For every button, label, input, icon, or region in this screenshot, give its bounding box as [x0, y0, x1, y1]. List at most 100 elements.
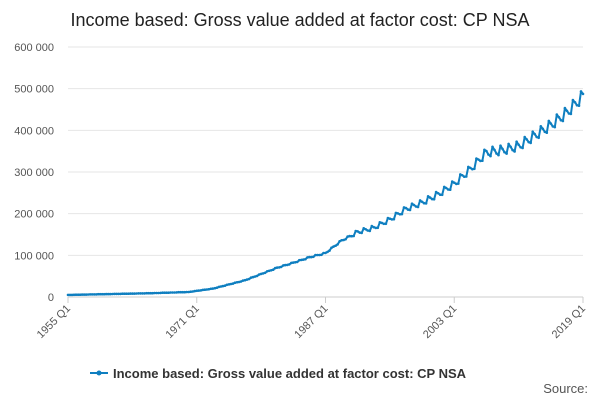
data-point[interactable]: [483, 148, 486, 152]
data-point[interactable]: [187, 290, 190, 294]
data-point[interactable]: [72, 293, 76, 297]
data-point[interactable]: [235, 281, 239, 284]
data-point[interactable]: [497, 153, 500, 157]
data-point[interactable]: [312, 255, 315, 259]
data-point[interactable]: [523, 135, 526, 139]
data-point[interactable]: [372, 225, 376, 229]
data-point[interactable]: [253, 275, 257, 278]
data-point[interactable]: [94, 293, 98, 296]
data-point[interactable]: [535, 135, 538, 139]
data-point[interactable]: [181, 290, 184, 294]
data-point[interactable]: [92, 293, 96, 296]
data-point[interactable]: [115, 292, 118, 296]
data-point[interactable]: [195, 289, 199, 293]
data-point[interactable]: [370, 224, 374, 228]
data-point[interactable]: [475, 157, 478, 160]
data-point[interactable]: [529, 141, 532, 145]
data-point[interactable]: [406, 208, 410, 211]
data-point[interactable]: [211, 287, 215, 290]
data-point[interactable]: [479, 159, 482, 163]
data-point[interactable]: [288, 263, 291, 266]
data-point[interactable]: [577, 104, 581, 107]
data-point[interactable]: [459, 173, 462, 176]
data-point[interactable]: [119, 292, 122, 296]
data-point[interactable]: [467, 165, 470, 169]
data-point[interactable]: [485, 149, 488, 153]
data-point[interactable]: [177, 290, 180, 294]
data-point[interactable]: [247, 277, 251, 281]
data-point[interactable]: [332, 245, 335, 248]
data-point[interactable]: [265, 270, 269, 273]
data-point[interactable]: [163, 291, 166, 295]
data-point[interactable]: [76, 293, 80, 297]
data-point[interactable]: [245, 278, 249, 281]
data-point[interactable]: [227, 283, 231, 286]
data-point[interactable]: [237, 280, 241, 284]
data-point[interactable]: [567, 112, 571, 115]
data-point[interactable]: [255, 274, 259, 278]
data-point[interactable]: [173, 291, 176, 294]
data-point[interactable]: [543, 130, 547, 134]
data-point[interactable]: [495, 152, 498, 155]
data-point[interactable]: [440, 193, 444, 197]
data-point[interactable]: [231, 282, 235, 285]
data-point[interactable]: [336, 243, 339, 246]
data-point[interactable]: [271, 268, 275, 272]
data-point[interactable]: [219, 285, 223, 288]
data-point[interactable]: [348, 234, 351, 238]
data-point[interactable]: [362, 227, 366, 230]
data-point[interactable]: [215, 286, 219, 290]
data-point[interactable]: [561, 119, 565, 123]
data-point[interactable]: [308, 255, 311, 259]
data-point[interactable]: [157, 291, 160, 295]
data-point[interactable]: [104, 292, 108, 296]
data-point[interactable]: [352, 234, 356, 238]
data-point[interactable]: [404, 206, 408, 210]
data-point[interactable]: [358, 231, 362, 234]
data-point[interactable]: [189, 290, 192, 294]
data-point[interactable]: [324, 251, 327, 255]
data-point[interactable]: [416, 205, 420, 209]
data-point[interactable]: [575, 104, 579, 107]
data-point[interactable]: [296, 260, 299, 264]
data-point[interactable]: [408, 208, 412, 212]
data-point[interactable]: [316, 253, 319, 257]
data-point[interactable]: [213, 286, 217, 290]
data-point[interactable]: [197, 289, 201, 292]
data-point[interactable]: [102, 292, 106, 296]
data-point[interactable]: [207, 288, 211, 291]
data-point[interactable]: [153, 291, 156, 295]
data-point[interactable]: [217, 285, 221, 289]
data-point[interactable]: [448, 188, 452, 191]
data-point[interactable]: [436, 192, 440, 195]
data-point[interactable]: [185, 290, 188, 294]
data-point[interactable]: [453, 181, 456, 184]
data-point[interactable]: [541, 127, 545, 131]
data-point[interactable]: [171, 291, 174, 294]
data-point[interactable]: [282, 264, 285, 267]
data-point[interactable]: [199, 289, 203, 292]
data-point[interactable]: [74, 293, 78, 297]
data-point[interactable]: [111, 292, 114, 296]
data-point[interactable]: [511, 148, 514, 152]
data-point[interactable]: [161, 291, 164, 295]
data-point[interactable]: [267, 269, 271, 273]
data-point[interactable]: [517, 143, 520, 146]
data-point[interactable]: [141, 292, 144, 295]
data-point[interactable]: [229, 282, 233, 286]
data-point[interactable]: [487, 153, 490, 156]
data-point[interactable]: [304, 257, 307, 261]
data-point[interactable]: [350, 234, 354, 238]
data-point[interactable]: [491, 145, 494, 149]
data-point[interactable]: [455, 182, 458, 186]
data-point[interactable]: [300, 258, 303, 262]
data-point[interactable]: [183, 290, 186, 294]
data-point[interactable]: [573, 101, 577, 104]
data-point[interactable]: [426, 195, 430, 198]
data-point[interactable]: [396, 212, 400, 215]
data-point[interactable]: [326, 250, 329, 254]
data-point[interactable]: [565, 109, 569, 113]
data-point[interactable]: [320, 253, 323, 257]
data-point[interactable]: [318, 253, 321, 257]
data-point[interactable]: [571, 98, 575, 102]
